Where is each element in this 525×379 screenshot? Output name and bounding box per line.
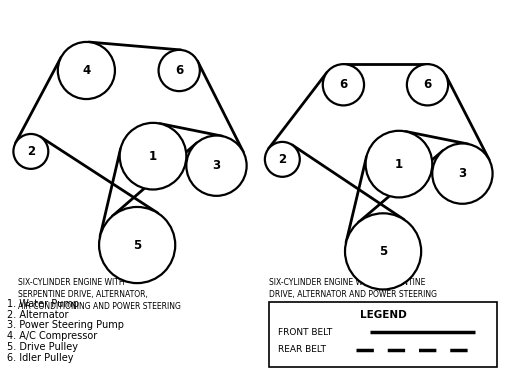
Text: 5: 5 (379, 245, 387, 258)
Text: 6. Idler Pulley: 6. Idler Pulley (7, 352, 74, 363)
Circle shape (58, 42, 115, 99)
Text: LEGEND: LEGEND (360, 310, 406, 320)
Text: 4: 4 (82, 64, 90, 77)
Text: 6: 6 (175, 64, 183, 77)
Text: 3: 3 (213, 159, 220, 172)
Text: 3: 3 (458, 167, 467, 180)
Text: 2: 2 (278, 153, 287, 166)
Circle shape (432, 144, 492, 204)
Circle shape (323, 64, 364, 105)
Text: SIX-CYLINDER ENGINE WITH SERPENTINE
DRIVE, ALTERNATOR AND POWER STEERING
(CALIFO: SIX-CYLINDER ENGINE WITH SERPENTINE DRIV… (269, 278, 437, 311)
Circle shape (99, 207, 175, 283)
Text: 4. A/C Compressor: 4. A/C Compressor (7, 331, 97, 341)
Circle shape (186, 136, 247, 196)
Circle shape (265, 142, 300, 177)
Text: 6: 6 (339, 78, 348, 91)
Bar (269, 302, 497, 367)
Text: 2. Alternator: 2. Alternator (7, 310, 69, 320)
Circle shape (407, 64, 448, 105)
Text: REAR BELT: REAR BELT (278, 345, 327, 354)
Text: 2: 2 (27, 145, 35, 158)
Text: 1: 1 (149, 150, 157, 163)
Text: 6: 6 (423, 78, 432, 91)
Text: 3. Power Steering Pump: 3. Power Steering Pump (7, 320, 124, 330)
Text: 5. Drive Pulley: 5. Drive Pulley (7, 342, 78, 352)
Circle shape (14, 134, 48, 169)
Circle shape (159, 50, 200, 91)
Text: FRONT BELT: FRONT BELT (278, 328, 333, 337)
Text: 5: 5 (133, 238, 141, 252)
Circle shape (120, 123, 186, 190)
Circle shape (365, 131, 432, 197)
Text: 1. Water Pump: 1. Water Pump (7, 299, 79, 309)
Text: SIX-CYLINDER ENGINE WITH
SERPENTINE DRIVE, ALTERNATOR,
AIR CONDITIONING AND POWE: SIX-CYLINDER ENGINE WITH SERPENTINE DRIV… (18, 278, 181, 311)
Circle shape (345, 213, 421, 290)
Text: 1: 1 (395, 158, 403, 171)
